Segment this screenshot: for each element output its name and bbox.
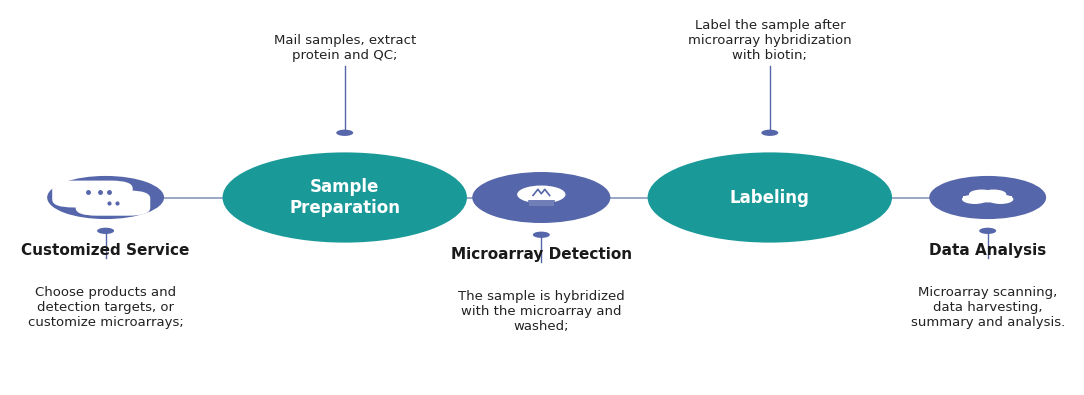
Circle shape — [981, 190, 1006, 199]
Text: Choose products and
detection targets, or
customize microarrays;: Choose products and detection targets, o… — [28, 286, 183, 329]
Circle shape — [336, 130, 353, 136]
Circle shape — [222, 152, 467, 243]
Circle shape — [473, 172, 610, 223]
Circle shape — [969, 190, 995, 199]
FancyBboxPatch shape — [52, 181, 132, 207]
Text: Mail samples, extract
protein and QC;: Mail samples, extract protein and QC; — [273, 34, 416, 62]
Circle shape — [988, 194, 1014, 204]
Circle shape — [929, 176, 1046, 219]
Circle shape — [48, 176, 164, 219]
Circle shape — [517, 186, 566, 203]
Text: Customized Service: Customized Service — [22, 243, 190, 258]
Polygon shape — [96, 208, 124, 210]
Circle shape — [533, 231, 550, 238]
Circle shape — [971, 190, 1004, 203]
FancyBboxPatch shape — [529, 197, 554, 206]
Circle shape — [761, 130, 778, 136]
Text: Sample
Preparation: Sample Preparation — [289, 178, 400, 217]
Circle shape — [962, 194, 988, 204]
Text: Label the sample after
microarray hybridization
with biotin;: Label the sample after microarray hybrid… — [688, 19, 852, 62]
Text: Data Analysis: Data Analysis — [929, 243, 1046, 258]
Circle shape — [647, 152, 892, 243]
Text: Labeling: Labeling — [730, 188, 810, 207]
FancyBboxPatch shape — [963, 196, 1012, 200]
FancyBboxPatch shape — [76, 190, 151, 216]
Text: Microarray Detection: Microarray Detection — [451, 246, 632, 261]
Text: The sample is hybridized
with the microarray and
washed;: The sample is hybridized with the microa… — [457, 290, 624, 333]
Text: Microarray scanning,
data harvesting,
summary and analysis.: Microarray scanning, data harvesting, su… — [911, 286, 1064, 329]
Circle shape — [979, 228, 996, 234]
Circle shape — [98, 228, 114, 234]
Polygon shape — [74, 199, 95, 202]
